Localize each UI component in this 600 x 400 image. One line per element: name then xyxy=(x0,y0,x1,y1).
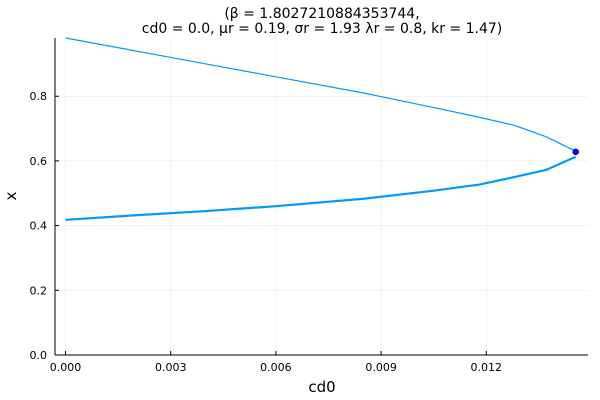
y-tick-label-0: 0.0 xyxy=(30,349,48,362)
x-tick-label-3: 0.009 xyxy=(365,361,397,374)
y-tick-label-1: 0.2 xyxy=(30,284,48,297)
x-tick-label-4: 0.012 xyxy=(471,361,503,374)
chart-title-line-1: (β = 1.8027210884353744, xyxy=(224,6,419,22)
axes xyxy=(54,38,588,356)
y-tick-label-3: 0.6 xyxy=(30,155,48,168)
x-axis-title: cd0 xyxy=(308,378,335,396)
y-tick-label-4: 0.8 xyxy=(30,90,48,103)
x-tick-label-1: 0.003 xyxy=(155,361,187,374)
x-tick-label-0: 0.000 xyxy=(50,361,82,374)
ticks: 0.000 0.003 0.006 0.009 0.012 0.0 0.2 0.4 0.6 0.8 xyxy=(30,90,503,374)
bifurcation-point-marker xyxy=(572,148,579,156)
chart-title-line-2: cd0 = 0.0, μr = 0.19, σr = 1.93 λr = 0.8… xyxy=(142,21,503,37)
y-axis-title: x xyxy=(2,191,20,200)
series-line-lower-branch xyxy=(65,155,577,221)
y-tick-label-2: 0.4 xyxy=(30,220,48,233)
x-tick-label-2: 0.006 xyxy=(260,361,292,374)
series-layer xyxy=(65,37,579,221)
series-line-upper-branch xyxy=(65,37,576,152)
